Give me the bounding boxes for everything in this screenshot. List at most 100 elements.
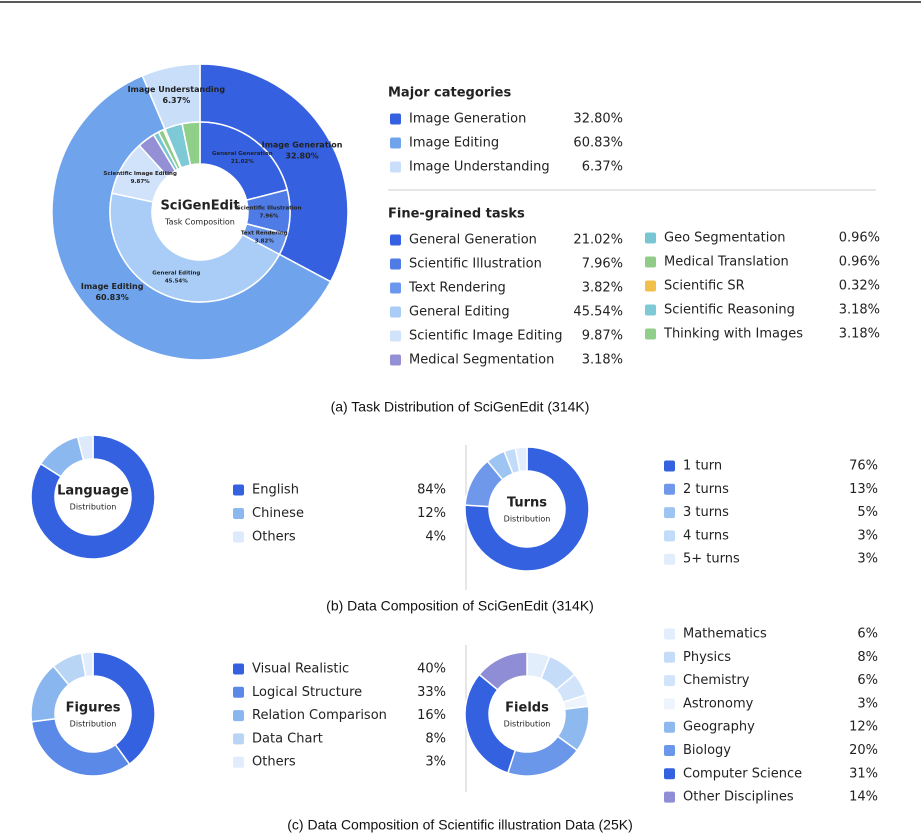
center-subtitle: Distribution [70,720,117,729]
legend-swatch [390,354,401,366]
legend-swatch [645,304,656,316]
segment-value: 21.02% [231,159,254,165]
legend-label: Chinese [252,506,304,521]
legend-value: 3.18% [839,303,880,318]
legend-swatch [233,756,244,768]
segment-label: Scientific Image Editing [103,171,177,177]
legend-swatch [664,553,675,565]
legend-value: 0.32% [839,279,880,294]
legend-swatch [233,733,244,745]
legend-swatch [664,768,675,780]
segment-label: Text Rendering [241,230,288,236]
legend-value: 3.82% [582,281,623,296]
center-title: Language [57,484,129,499]
segment-label: Image Understanding [128,85,226,94]
legend-swatch [390,282,401,294]
legend-label: Scientific Illustration [409,257,542,272]
legend-label: Biology [683,743,731,758]
legend-label: 1 turn [683,459,722,474]
legend-swatch [664,460,675,472]
legend-label: Geography [683,720,755,735]
legend-swatch [233,710,244,722]
caption: (a) Task Distribution of SciGenEdit (314… [331,399,590,415]
legend-swatch [664,530,675,542]
center-subtitle: Task Composition [164,218,235,227]
legend-swatch [390,161,401,173]
legend-swatch [645,328,656,340]
legend-swatch [233,686,244,698]
legend-value: 33% [417,685,446,700]
legend-value: 8% [425,731,446,746]
legend-label: Physics [683,650,731,665]
legend-label: Image Understanding [409,160,550,175]
center-title: Turns [507,496,547,511]
segment-value: 60.83% [95,293,128,302]
segment-label: Scientific Illustration [237,206,302,212]
segment-value: 9.87% [131,179,151,185]
legend-swatch [664,745,675,756]
legend-label: Logical Structure [252,685,362,700]
legend-label: Scientific Image Editing [409,329,563,344]
legend-label: Scientific Reasoning [664,303,795,318]
legend-value: 8% [857,650,878,665]
legend-value: 14% [849,790,878,805]
legend-value: 32.80% [573,112,623,127]
legend-label: General Generation [409,233,537,248]
legend-swatch [664,721,675,733]
legend-value: 21.02% [573,233,623,248]
legend-label: Image Editing [409,136,499,151]
segment-label: Image Editing [81,282,144,291]
legend-label: Data Chart [252,731,323,746]
center-subtitle: Distribution [70,503,117,512]
segment-value: 7.96% [259,214,279,220]
legend-swatch [645,280,656,292]
segment-value: 3.82% [255,238,275,244]
legend-label: English [252,483,299,498]
donut-hole [152,164,248,260]
legend-label: Visual Realistic [252,662,349,677]
legend-value: 3% [425,755,446,770]
legend-value: 0.96% [839,231,880,246]
legend-value: 16% [417,708,446,723]
segment-value: 32.80% [285,151,318,160]
legend-value: 7.96% [582,257,623,272]
caption: (c) Data Composition of Scientific illus… [287,817,632,833]
legend-value: 84% [417,483,446,498]
legend-value: 3.18% [839,327,880,342]
legend-swatch [390,137,401,149]
legend-swatch [664,698,675,710]
legend-value: 60.83% [573,136,623,151]
legend-value: 76% [849,459,878,474]
center-title: SciGenEdit [160,199,239,214]
legend-label: 4 turns [683,528,729,543]
segment-label: Image Generation [262,140,343,149]
legend-value: 12% [849,720,878,735]
legend-swatch [390,234,401,246]
center-subtitle: Distribution [504,720,551,729]
legend-swatch [233,531,244,543]
legend-label: Medical Translation [664,255,789,270]
legend-value: 9.87% [582,329,623,344]
segment-value: 45.54% [165,278,188,284]
legend-label: Image Generation [409,112,526,127]
legend-swatch [664,628,675,640]
legend-swatch [664,791,675,803]
legend-label: Scientific SR [664,279,745,294]
legend-value: 31% [849,766,878,781]
segment-label: General Editing [152,270,200,276]
segment-label: General Generation [212,151,273,157]
legend-label: Others [252,530,296,545]
caption: (b) Data Composition of SciGenEdit (314K… [326,598,594,614]
legend-value: 20% [849,743,878,758]
legend-swatch [390,330,401,342]
legend-swatch [645,232,656,244]
legend-value: 0.96% [839,255,880,270]
legend-label: 5+ turns [683,552,740,567]
legend-value: 6% [857,627,878,642]
legend-swatch [664,651,675,663]
center-subtitle: Distribution [504,515,551,524]
legend-label: Text Rendering [408,281,506,296]
segment-value: 6.37% [162,96,190,105]
donut-hole [55,676,131,752]
